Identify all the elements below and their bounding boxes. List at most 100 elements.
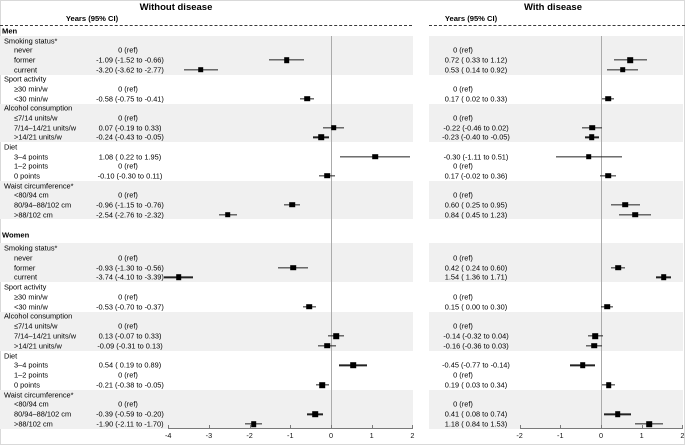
estimate-text-without: 1.08 ( 0.22 to 1.95) [98, 152, 162, 162]
point-estimate-marker [333, 333, 340, 339]
estimate-text-without: -0.58 (-0.75 to -0.41) [96, 94, 164, 104]
point-estimate-marker [605, 173, 611, 179]
axis-tick-label: 1 [639, 430, 644, 440]
estimate-text-without: -3.20 (-3.62 to -2.77) [96, 65, 164, 75]
row-label: 80/94–88/102 cm [14, 409, 72, 419]
panel-title-without-disease: Without disease [139, 2, 213, 13]
estimate-text-with: -0.22 (-0.46 to 0.02) [443, 123, 509, 133]
axis-tick-label: 1 [369, 430, 374, 440]
point-estimate-marker [622, 202, 629, 208]
point-estimate-marker [312, 411, 318, 418]
x-axis-line [519, 428, 683, 429]
point-estimate-marker [605, 95, 611, 102]
row-label: never [14, 253, 33, 263]
estimate-text-without: -2.54 (-2.76 to -2.32) [96, 210, 164, 219]
estimate-text-with: 0 (ref) [453, 253, 473, 263]
estimate-text-without: 0 (ref) [118, 45, 138, 55]
point-estimate-marker [197, 66, 204, 73]
group-label: Waist circumference* [4, 390, 74, 400]
row-label: >14/21 units/w [14, 132, 62, 142]
estimate-text-with: 0.60 ( 0.25 to 0.95) [444, 200, 508, 210]
axis-tick [249, 424, 251, 429]
row-label: 1–2 points [14, 370, 49, 380]
axis-tick [519, 424, 521, 429]
row-label: <30 min/w [14, 302, 48, 312]
row-label: current [14, 65, 38, 75]
x-axis-line [168, 428, 413, 429]
group-label: Smoking status* [4, 243, 58, 253]
group-shading-band [0, 311, 413, 351]
estimate-text-without: -0.09 (-0.31 to 0.13) [97, 341, 163, 351]
axis-tick [560, 424, 562, 429]
estimate-text-without: 0.07 (-0.19 to 0.33) [98, 123, 162, 133]
estimate-text-without: 0 (ref) [118, 399, 138, 409]
estimate-text-without: -0.10 (-0.30 to 0.11) [97, 171, 163, 181]
estimate-text-without: -0.96 (-1.15 to -0.76) [96, 200, 164, 210]
estimate-text-with: 0 (ref) [453, 399, 473, 409]
axis-tick-label: -2 [246, 430, 253, 440]
estimate-text-without: -1.90 (-2.11 to -1.70) [96, 419, 164, 429]
group-label: Sport activity [4, 282, 47, 292]
row-label: >14/21 units/w [14, 341, 62, 351]
point-estimate-marker [250, 421, 257, 427]
axis-tick [412, 424, 414, 429]
estimate-text-with: 0 (ref) [453, 161, 473, 171]
row-label: former [14, 263, 36, 273]
row-label: <30 min/w [14, 94, 48, 104]
zero-reference-line [331, 36, 332, 429]
row-label: ≤7/14 units/w [14, 113, 58, 123]
estimate-text-without: 0 (ref) [118, 190, 138, 200]
point-estimate-marker [615, 264, 621, 271]
estimate-text-without: 0 (ref) [118, 161, 138, 171]
axis-tick [371, 424, 373, 429]
estimate-text-with: -0.14 (-0.32 to 0.04) [443, 331, 509, 341]
row-label: 80/94–88/102 cm [14, 200, 72, 210]
estimate-text-with: 1.18 ( 0.84 to 1.53) [444, 419, 508, 429]
axis-tick [682, 424, 684, 429]
point-estimate-marker [591, 343, 598, 349]
point-estimate-marker [660, 274, 667, 281]
row-label: 0 points [14, 380, 40, 390]
axis-tick [208, 424, 210, 429]
row-label: <80/94 cm [14, 399, 49, 409]
estimate-text-with: 0 (ref) [453, 84, 473, 94]
estimate-text-with: 0 (ref) [453, 370, 473, 380]
axis-tick-label: -2 [516, 430, 523, 440]
point-estimate-marker [290, 264, 296, 271]
group-shading-band [429, 243, 683, 283]
estimate-text-without: -0.93 (-1.30 to -0.56) [96, 263, 164, 273]
axis-tick [641, 424, 643, 429]
axis-tick-label: -4 [164, 430, 172, 440]
estimate-text-without: 0.13 (-0.07 to 0.33) [98, 331, 162, 341]
estimate-text-with: 0.17 ( 0.02 to 0.33) [444, 94, 508, 104]
row-label: former [14, 55, 36, 65]
point-estimate-marker [579, 362, 586, 369]
point-estimate-marker [304, 95, 311, 102]
group-shading-band [429, 311, 683, 351]
point-estimate-marker [585, 153, 592, 160]
estimate-text-with: -0.16 (-0.36 to 0.03) [443, 341, 509, 351]
estimate-text-without: -1.09 (-1.52 to -0.66) [96, 55, 164, 65]
axis-tick [168, 424, 170, 429]
estimate-text-with: 0.41 ( 0.08 to 0.74) [444, 409, 508, 419]
group-shading-band [0, 243, 413, 283]
estimate-text-with: 1.54 ( 1.36 to 1.71) [444, 272, 508, 282]
estimate-text-without: 0.54 ( 0.19 to 0.89) [98, 360, 162, 370]
axis-tick-label: 0 [328, 430, 334, 440]
header-divider-right [429, 25, 685, 26]
estimate-text-with: 0 (ref) [453, 292, 473, 302]
estimate-text-with: 0 (ref) [453, 45, 473, 55]
point-estimate-marker [324, 173, 330, 179]
point-estimate-marker [372, 153, 378, 160]
section-header-men: Men [2, 26, 18, 36]
estimate-text-without: 0 (ref) [118, 370, 138, 380]
axis-tick [601, 424, 602, 429]
row-label: current [14, 272, 38, 282]
row-label: 3–4 points [14, 360, 49, 370]
estimate-text-without: -0.53 (-0.70 to -0.37) [96, 302, 164, 312]
